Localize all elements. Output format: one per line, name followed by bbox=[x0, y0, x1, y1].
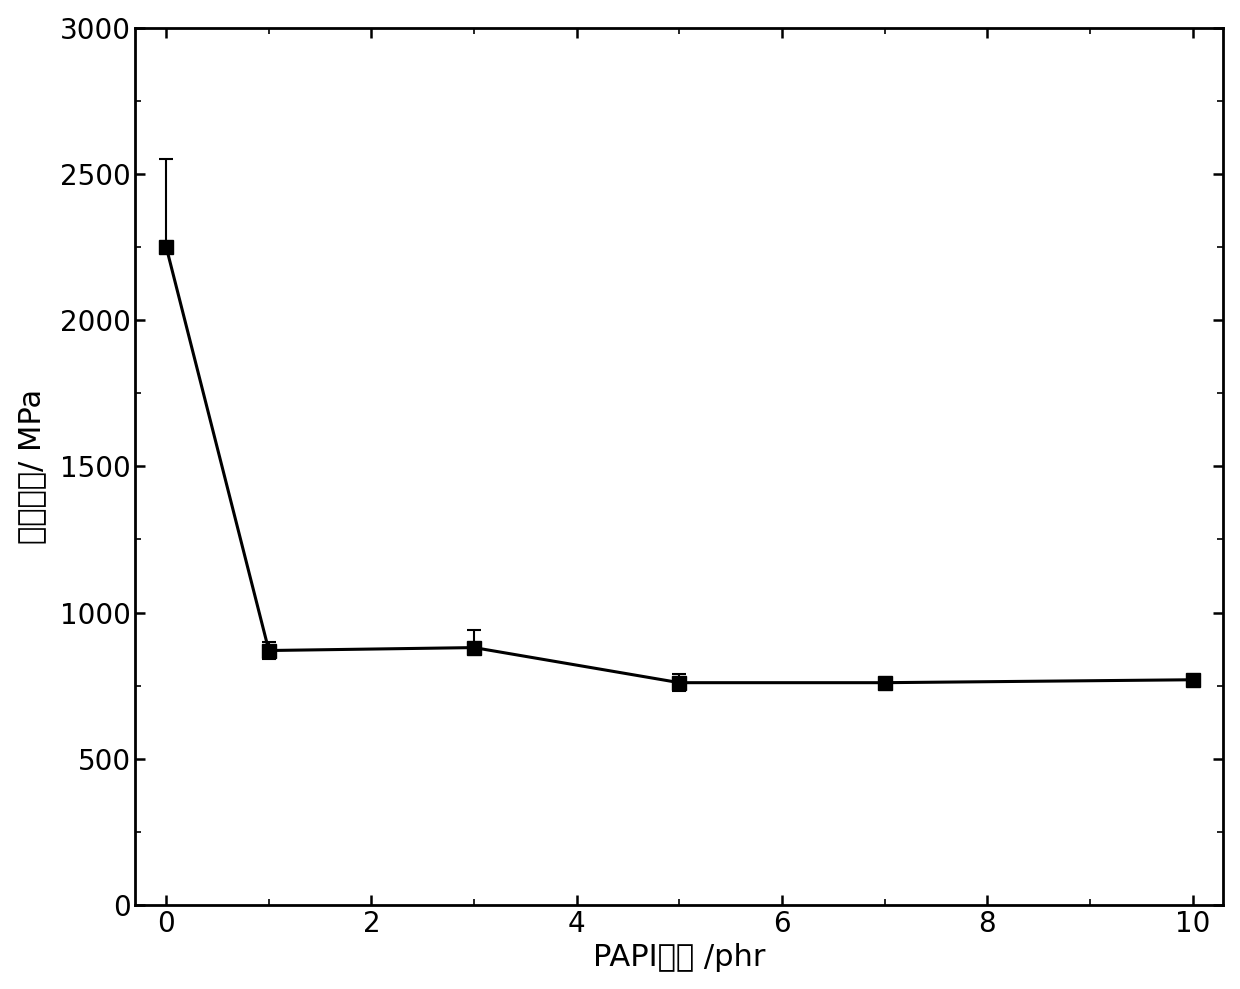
Y-axis label: 拉伸模量/ MPa: 拉伸模量/ MPa bbox=[16, 389, 46, 544]
X-axis label: PAPI含量 /phr: PAPI含量 /phr bbox=[593, 944, 765, 972]
